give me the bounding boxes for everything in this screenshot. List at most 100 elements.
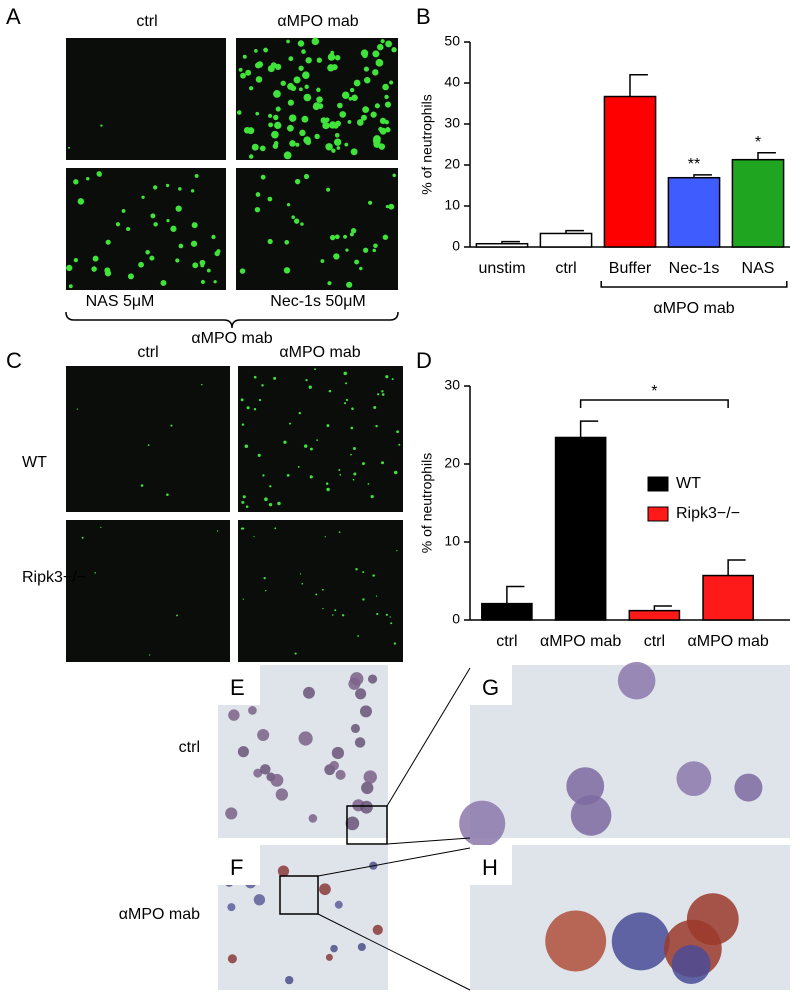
bar	[702, 574, 754, 621]
cell	[273, 90, 281, 98]
cell	[190, 189, 195, 193]
cell	[201, 383, 203, 386]
cell	[333, 138, 342, 146]
cell	[391, 47, 397, 53]
y-tick-label: 30	[444, 115, 460, 131]
error-bar	[629, 74, 648, 97]
cell	[287, 99, 294, 106]
y-tick-label: 40	[444, 74, 460, 90]
cell	[251, 143, 259, 151]
cell	[348, 677, 361, 690]
letter-box	[470, 665, 512, 705]
cell	[566, 767, 605, 805]
cell	[121, 209, 126, 213]
group-label: αMPO mab	[653, 300, 734, 317]
cell	[357, 942, 366, 952]
bar	[603, 95, 657, 248]
cell	[385, 204, 389, 209]
row-label: αMPO mab	[119, 906, 200, 923]
cell	[676, 761, 712, 797]
cell	[345, 248, 349, 252]
significance: *	[755, 134, 761, 151]
cell	[176, 614, 178, 617]
cell	[374, 103, 380, 109]
cell	[320, 259, 325, 263]
cell	[312, 103, 320, 111]
cell	[298, 411, 301, 415]
bar	[628, 609, 681, 621]
cell	[68, 146, 70, 149]
cell	[398, 443, 401, 446]
cell	[275, 788, 289, 801]
cell	[273, 376, 277, 380]
legend-swatch	[647, 476, 669, 492]
y-tick-label: 20	[444, 156, 460, 172]
cell	[392, 173, 396, 178]
zoom-box	[346, 805, 388, 845]
cell	[329, 760, 339, 771]
cell	[302, 71, 310, 79]
cell	[316, 439, 318, 441]
micrographs	[66, 37, 403, 662]
cell	[253, 894, 266, 906]
cell	[350, 426, 354, 430]
cell	[267, 65, 275, 73]
cell	[349, 232, 354, 237]
letter-box	[470, 845, 512, 885]
cell	[338, 469, 341, 472]
cell	[372, 248, 377, 253]
condition-label: NAS 5μM	[86, 293, 155, 310]
cell	[303, 93, 312, 102]
cell	[345, 382, 348, 385]
cell	[68, 284, 73, 289]
cell	[257, 728, 270, 742]
bar	[731, 158, 785, 248]
cell	[734, 773, 763, 802]
error-bar	[506, 585, 525, 604]
cell	[275, 63, 282, 70]
cell	[301, 582, 304, 585]
cell	[200, 279, 206, 285]
cell	[363, 247, 369, 253]
cell	[334, 609, 337, 612]
y-tick-label: 0	[452, 611, 460, 627]
cell	[359, 705, 372, 718]
cell	[264, 497, 268, 502]
cell	[304, 84, 309, 90]
cell	[238, 67, 243, 72]
cell	[145, 249, 150, 255]
cell	[192, 262, 199, 269]
error-bar	[653, 605, 672, 611]
cell	[261, 384, 264, 387]
cell	[367, 200, 373, 205]
cell	[338, 531, 341, 533]
cell	[178, 187, 182, 191]
cell	[375, 424, 378, 428]
cell	[96, 171, 102, 177]
y-axis-label: % of neutrophils	[419, 94, 435, 194]
cell	[363, 66, 370, 72]
cell	[335, 769, 346, 780]
cell	[459, 800, 506, 847]
cell	[253, 768, 263, 778]
cell	[104, 270, 112, 277]
cell	[325, 953, 333, 961]
cell	[314, 133, 320, 140]
cell	[271, 130, 279, 139]
bar	[539, 232, 593, 248]
cell	[190, 240, 198, 247]
cell	[326, 424, 330, 428]
cell	[350, 228, 357, 234]
cell	[327, 53, 336, 61]
cell	[357, 635, 360, 637]
x-tick-label: Nec-1s	[669, 260, 720, 277]
error-bar	[693, 174, 712, 178]
cell	[350, 723, 360, 734]
cell	[389, 80, 394, 85]
cell	[305, 139, 312, 146]
cell	[378, 143, 386, 150]
cell	[353, 472, 357, 476]
cell	[334, 234, 340, 240]
cell	[322, 607, 324, 610]
x-tick-label: ctrl	[496, 633, 517, 650]
